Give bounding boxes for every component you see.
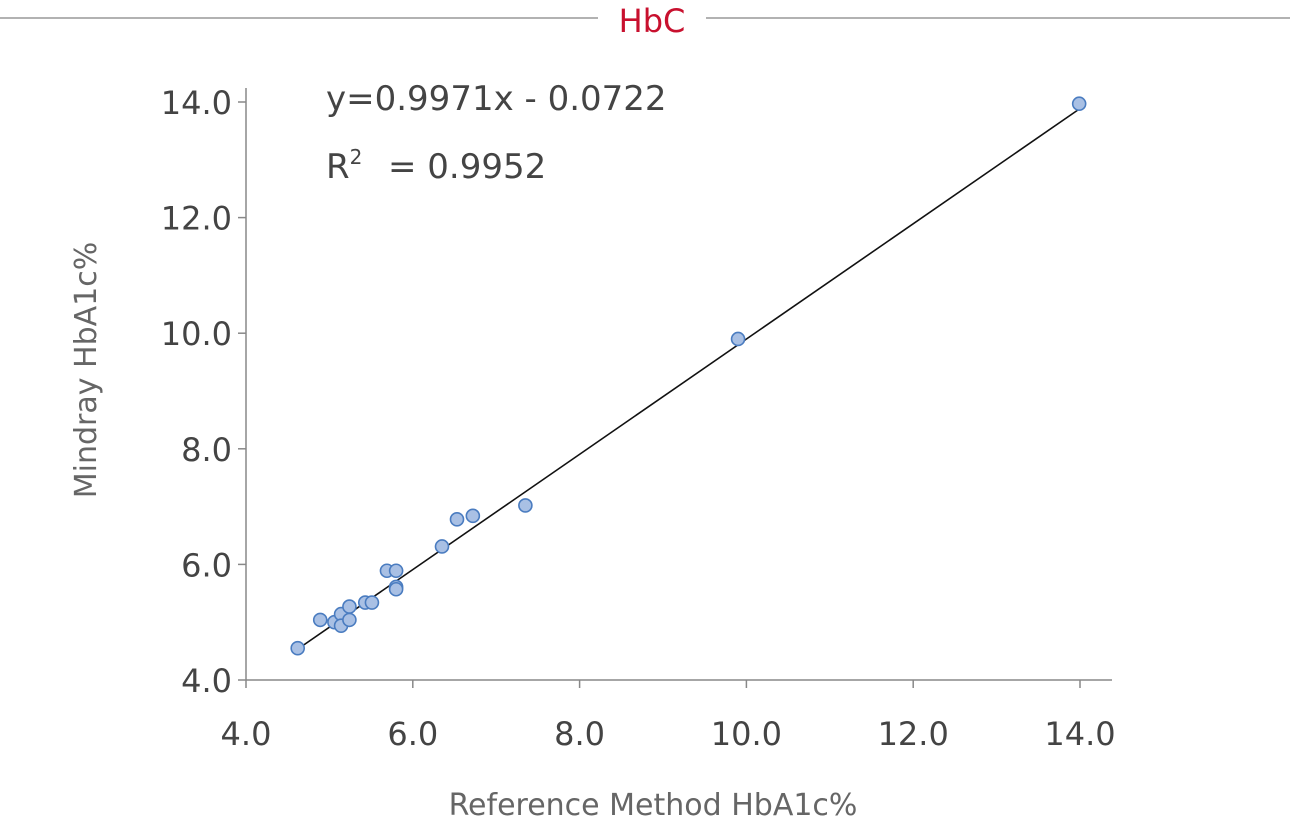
data-point (449, 512, 465, 527)
y-tick-label: 4.0 (181, 662, 232, 700)
data-point (342, 599, 357, 614)
x-axis-label: Reference Method HbA1c% (449, 788, 858, 823)
y-tick-label: 12.0 (161, 200, 232, 238)
y-tick-label: 14.0 (161, 84, 232, 122)
r-squared-value: = 0.9952 (388, 147, 546, 187)
data-point (1071, 96, 1087, 112)
tick-labels: 4.0 6.0 8.0 10.0 12.0 14.0 4.0 6.0 8.0 10.0 12.0 14… (161, 84, 1116, 753)
data-point (434, 539, 450, 554)
data-point (465, 508, 481, 524)
regression-equation: y=0.9971x - 0.0722 (326, 79, 667, 119)
r-squared-label: R2 (326, 145, 362, 187)
data-point (312, 612, 328, 628)
data-point (518, 498, 533, 513)
x-tick-label: 14.0 (1044, 715, 1115, 753)
x-tick-label: 4.0 (221, 715, 272, 753)
data-point (342, 612, 357, 628)
y-axis-label: Mindray HbA1c% (69, 242, 104, 499)
axes (238, 88, 1112, 688)
y-tick-label: 10.0 (161, 315, 232, 353)
x-tick-label: 8.0 (554, 715, 605, 753)
data-point (290, 640, 306, 656)
x-tick-label: 10.0 (711, 715, 782, 753)
y-tick-label: 8.0 (181, 431, 232, 469)
chart-title: HbC (619, 2, 686, 40)
data-point (388, 563, 404, 579)
data-point (364, 595, 380, 610)
x-tick-label: 12.0 (878, 715, 949, 753)
data-point (730, 331, 746, 347)
data-points (290, 96, 1087, 656)
x-tick-label: 6.0 (387, 715, 438, 753)
regression-line (297, 108, 1080, 650)
y-tick-label: 6.0 (181, 546, 232, 584)
data-point (388, 581, 404, 597)
regression-line-group (297, 108, 1080, 650)
